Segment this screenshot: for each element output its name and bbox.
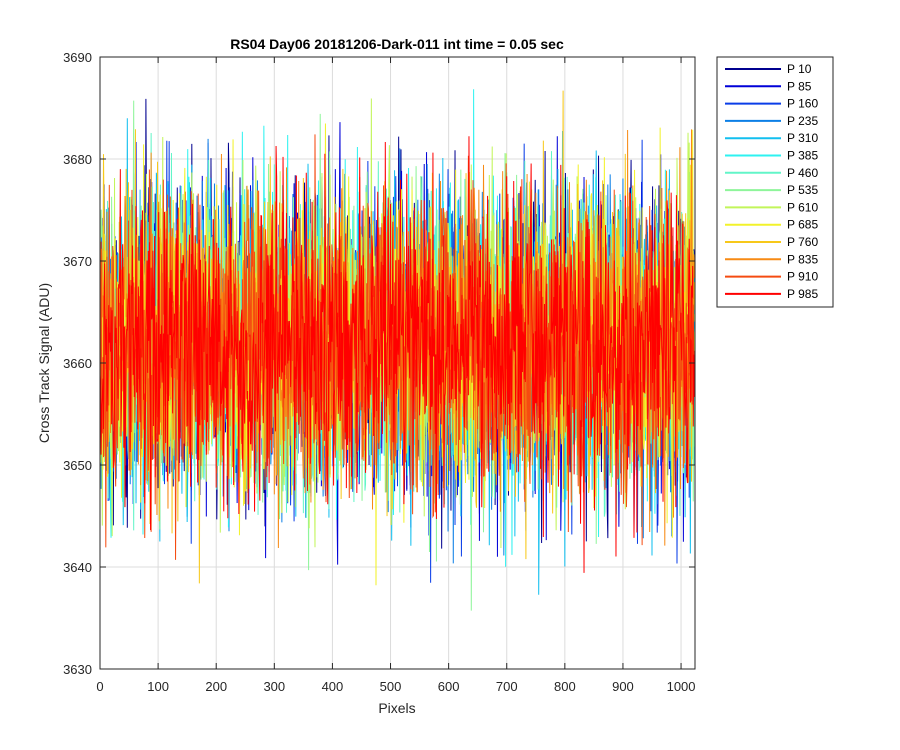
legend-label: P 85 — [787, 79, 812, 93]
x-tick-label: 600 — [438, 679, 460, 694]
legend-label: P 310 — [787, 131, 818, 145]
x-tick-label: 1000 — [667, 679, 696, 694]
x-tick-label: 300 — [263, 679, 285, 694]
legend-label: P 10 — [787, 62, 812, 76]
legend-label: P 910 — [787, 270, 818, 284]
x-tick-label: 700 — [496, 679, 518, 694]
x-tick-label: 500 — [380, 679, 402, 694]
y-tick-label: 3650 — [63, 458, 92, 473]
legend-label: P 235 — [787, 114, 818, 128]
legend-box — [716, 56, 834, 308]
x-axis: 0 100 200 300 400 500 600 700 800 900 1000 — [96, 57, 696, 694]
y-tick-label: 3640 — [63, 560, 92, 575]
y-tick-label: 3660 — [63, 356, 92, 371]
legend-label: P 685 — [787, 218, 818, 232]
x-tick-label: 200 — [205, 679, 227, 694]
x-tick-label: 900 — [612, 679, 634, 694]
y-axis-label: Cross Track Signal (ADU) — [36, 283, 52, 443]
x-tick-label: 800 — [554, 679, 576, 694]
y-tick-label: 3630 — [63, 662, 92, 677]
x-tick-label: 400 — [322, 679, 344, 694]
legend-label: P 535 — [787, 183, 818, 197]
chart-title: RS04 Day06 20181206-Dark-011 int time = … — [230, 36, 564, 52]
y-tick-label: 3690 — [63, 50, 92, 65]
y-tick-label: 3670 — [63, 254, 92, 269]
x-tick-label: 100 — [147, 679, 169, 694]
series-line-p-985 — [99, 136, 695, 573]
legend-label: P 835 — [787, 252, 818, 266]
legend-label: P 760 — [787, 235, 818, 249]
legend-label: P 460 — [787, 166, 818, 180]
legend-label: P 385 — [787, 149, 818, 163]
legend-label: P 610 — [787, 200, 818, 214]
series-lines — [99, 89, 695, 611]
y-axis: 3630 3640 3650 3660 3670 3680 3690 — [63, 50, 695, 677]
legend: P 10 P 85 P 160 P 235 P 310 P 385 P 460 P 535 P … — [716, 56, 834, 308]
y-tick-label: 3680 — [63, 152, 92, 167]
x-axis-label: Pixels — [378, 700, 415, 716]
legend-label: P 985 — [787, 287, 818, 301]
x-tick-label: 0 — [96, 679, 103, 694]
legend-label: P 160 — [787, 97, 818, 111]
